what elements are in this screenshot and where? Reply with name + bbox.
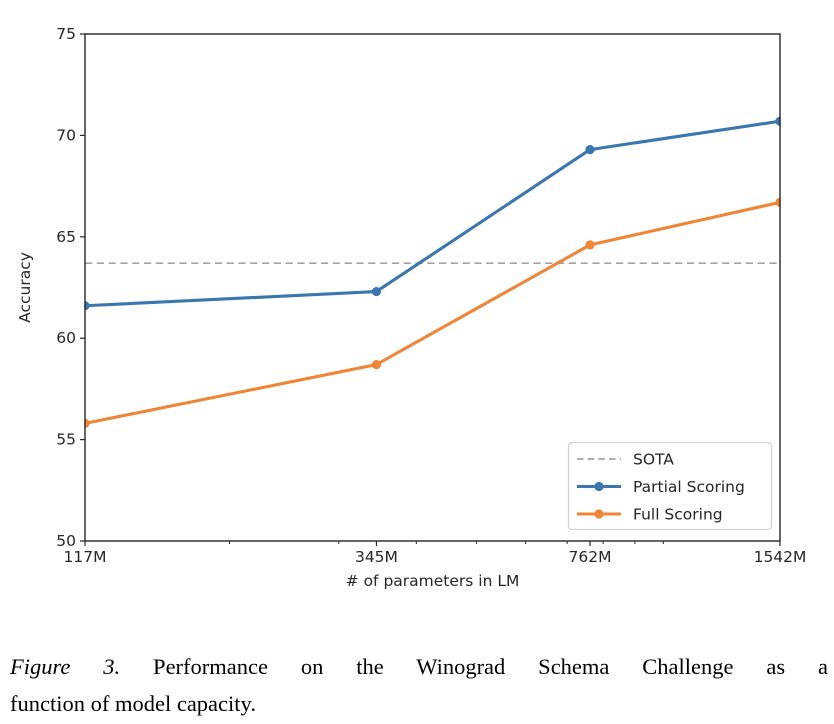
full-scoring-marker — [371, 359, 382, 370]
winograd-accuracy-chart: 50 55 60 65 70 75 117M 345M 762M 1542M # of parame… — [16, 25, 807, 590]
y-tick-label: 55 — [56, 431, 76, 449]
y-tick-label: 60 — [56, 329, 76, 347]
partial-scoring-line — [84, 119, 781, 308]
y-tick-label: 50 — [56, 532, 76, 550]
y-tick-label: 65 — [56, 228, 76, 246]
y-tick-label: 70 — [56, 126, 76, 144]
caption-line1-text: Performance on the Winograd Schema Chall… — [120, 654, 829, 679]
y-tick-label: 75 — [56, 25, 76, 43]
legend-box — [567, 441, 773, 531]
y-axis-label: Accuracy — [16, 252, 34, 323]
legend-marker-full-scoring — [594, 509, 604, 519]
full-scoring-line — [84, 200, 781, 425]
partial-scoring-marker — [585, 144, 595, 155]
plot-frame — [84, 33, 781, 542]
caption-line-1: Figure 3. Performance on the Winograd Sc… — [10, 648, 828, 685]
chart-svg: 50 55 60 65 70 75 117M 345M 762M 1542M # of parame… — [16, 25, 807, 590]
x-tick-label: 345M — [355, 548, 398, 566]
figure-caption: Figure 3. Performance on the Winograd Sc… — [10, 648, 828, 722]
legend-label-full-scoring: Full Scoring — [633, 505, 723, 523]
caption-figure-label: Figure 3. — [10, 654, 121, 679]
caption-line-2: function of model capacity. — [10, 691, 256, 716]
x-tick-label: 1542M — [754, 548, 807, 566]
legend: SOTA Partial Scoring Full Scoring — [567, 441, 773, 531]
x-axis-label: # of parameters in LM — [346, 572, 520, 590]
partial-scoring-marker — [371, 286, 382, 297]
legend-label-partial-scoring: Partial Scoring — [633, 478, 745, 496]
x-tick-label: 762M — [569, 548, 612, 566]
full-scoring-marker — [585, 240, 595, 250]
x-tick-label: 117M — [64, 548, 107, 566]
legend-label-sota: SOTA — [633, 450, 674, 468]
legend-marker-partial-scoring — [594, 481, 604, 492]
